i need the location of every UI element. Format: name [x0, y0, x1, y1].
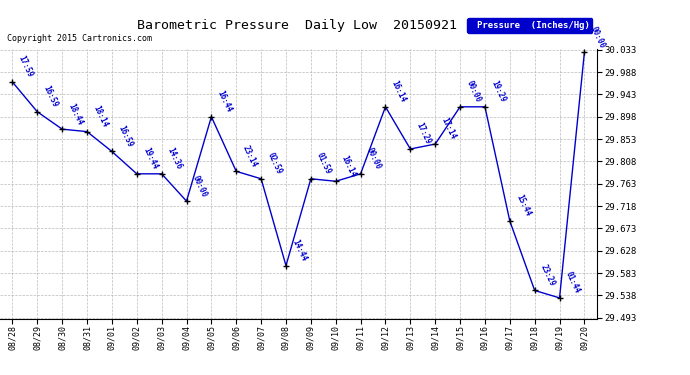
- Text: 00:00: 00:00: [464, 79, 482, 104]
- Text: 15:44: 15:44: [514, 194, 532, 218]
- Text: 18:44: 18:44: [66, 102, 84, 126]
- Legend: Pressure  (Inches/Hg): Pressure (Inches/Hg): [467, 18, 592, 33]
- Text: 16:59: 16:59: [116, 124, 134, 149]
- Text: 17:29: 17:29: [415, 122, 433, 146]
- Text: 00:00: 00:00: [365, 146, 383, 171]
- Text: 14:44: 14:44: [290, 238, 308, 263]
- Text: 02:59: 02:59: [265, 151, 283, 176]
- Text: Copyright 2015 Cartronics.com: Copyright 2015 Cartronics.com: [7, 34, 152, 43]
- Text: 01:44: 01:44: [564, 270, 582, 295]
- Text: 18:14: 18:14: [91, 104, 109, 129]
- Text: 23:14: 23:14: [240, 144, 258, 169]
- Text: 16:14: 16:14: [340, 154, 358, 178]
- Text: 01:59: 01:59: [315, 151, 333, 176]
- Text: 00:00: 00:00: [190, 174, 208, 198]
- Text: 16:44: 16:44: [215, 89, 233, 114]
- Text: 16:59: 16:59: [41, 84, 59, 109]
- Text: 17:14: 17:14: [440, 117, 457, 141]
- Text: 19:29: 19:29: [489, 79, 507, 104]
- Text: 14:36: 14:36: [166, 146, 184, 171]
- Text: 17:59: 17:59: [17, 54, 34, 79]
- Text: 00:00: 00:00: [589, 25, 607, 50]
- Text: 19:44: 19:44: [141, 146, 159, 171]
- Text: 23:29: 23:29: [539, 263, 557, 288]
- Text: Barometric Pressure  Daily Low  20150921: Barometric Pressure Daily Low 20150921: [137, 19, 457, 32]
- Text: 16:14: 16:14: [390, 79, 408, 104]
